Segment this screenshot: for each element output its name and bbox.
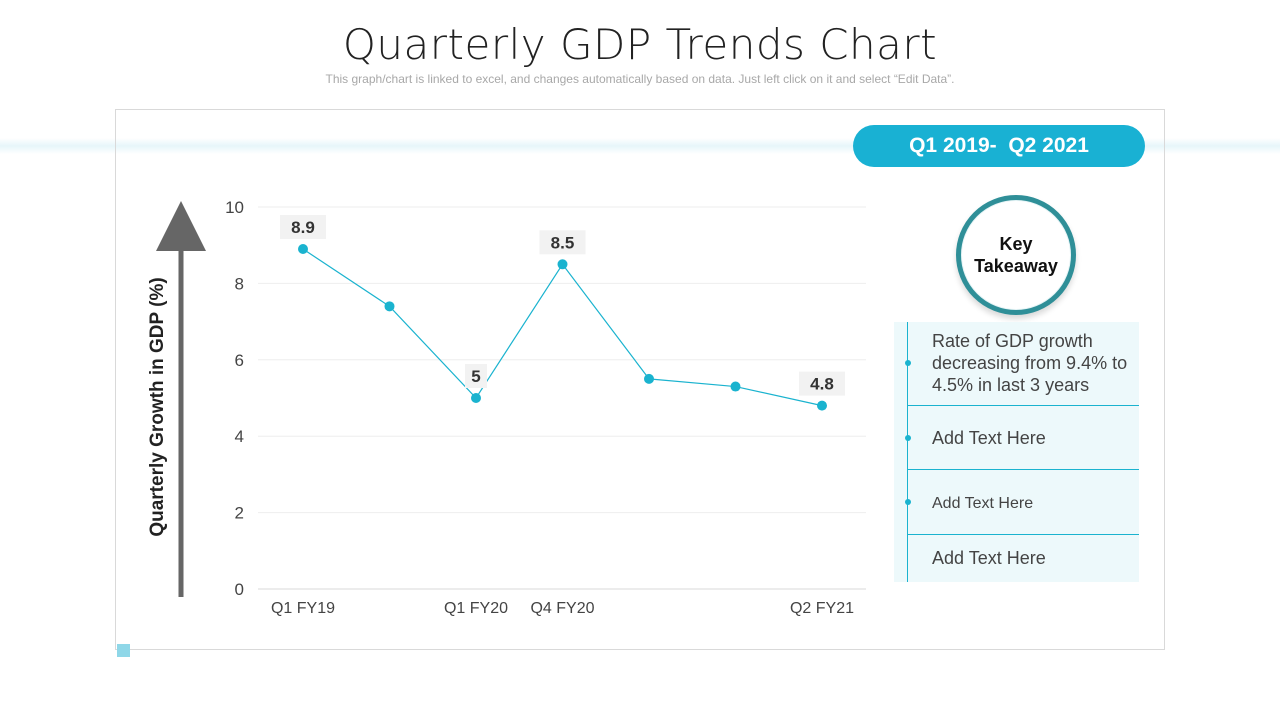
x-tick-label: Q1 FY19 <box>271 600 335 617</box>
key-takeaway-title: Key Takeaway <box>974 234 1058 276</box>
data-point <box>730 381 741 392</box>
x-tick-label: Q2 FY21 <box>790 600 854 617</box>
y-tick-label: 10 <box>225 198 244 217</box>
takeaway-item: Add Text Here <box>932 548 1046 568</box>
data-label-box <box>465 364 487 388</box>
data-label-box <box>539 230 586 255</box>
data-label-box <box>280 215 326 240</box>
data-point <box>817 400 827 411</box>
takeaway-bullet-icon <box>905 499 911 505</box>
data-point <box>298 244 308 255</box>
takeaway-panel <box>894 322 1139 582</box>
takeaway-bullet-icon <box>905 360 911 366</box>
takeaway-item: Rate of GDP growth decreasing from 9.4% … <box>932 331 1128 395</box>
data-label: 8.5 <box>551 233 575 252</box>
y-tick-label: 4 <box>235 427 244 446</box>
y-tick-label: 0 <box>235 580 244 599</box>
key-takeaway-badge: Key Takeaway <box>956 195 1076 315</box>
takeaway-divider <box>907 534 1139 535</box>
takeaway-item: Add Text Here <box>932 495 1034 512</box>
data-point <box>384 301 395 312</box>
x-tick-label: Q1 FY20 <box>444 600 508 617</box>
date-range-pill: Q1 2019- Q2 2021 <box>853 125 1145 167</box>
y-axis-title: Quarterly Growth in GDP (%) <box>147 277 168 536</box>
data-point <box>644 373 654 384</box>
data-label: 4.8 <box>810 375 834 394</box>
takeaway-divider <box>907 405 1139 406</box>
series-line <box>302 248 823 407</box>
takeaway-timeline <box>907 322 908 582</box>
x-tick-label: Q4 FY20 <box>530 600 594 617</box>
takeaway-item: Add Text Here <box>932 428 1046 448</box>
chart-card <box>115 109 1165 650</box>
page-title: Quarterly GDP Trends Chart <box>342 20 938 69</box>
y-tick-label: 2 <box>235 504 244 523</box>
y-tick-label: 6 <box>235 351 244 370</box>
takeaway-bullet-icon <box>905 435 911 441</box>
y-tick-label: 8 <box>235 274 244 293</box>
data-label: 5 <box>471 367 480 386</box>
data-point <box>471 393 481 403</box>
data-point <box>557 259 568 270</box>
data-label-box <box>799 371 845 396</box>
data-label: 8.9 <box>291 218 315 237</box>
corner-accent <box>117 644 130 657</box>
takeaway-divider <box>907 469 1139 470</box>
page-subtitle: This graph/chart is linked to excel, and… <box>325 72 955 86</box>
